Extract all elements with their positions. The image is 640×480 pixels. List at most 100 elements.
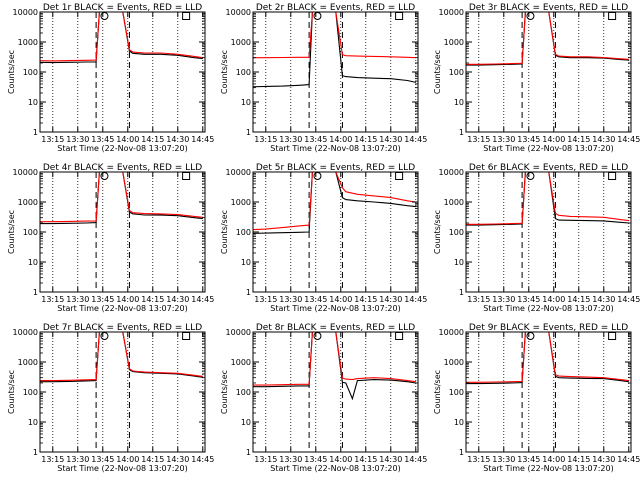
y-tick-label: 10000 (226, 168, 251, 177)
x-tick-label: 14:15 (354, 135, 377, 144)
x-tick-label: 14:15 (141, 455, 164, 464)
x-tick-label: 14:15 (141, 295, 164, 304)
y-tick-label: 1 (246, 288, 251, 297)
square-marker (608, 332, 617, 340)
x-tick-label: 14:15 (141, 135, 164, 144)
y-axis-label: Counts/sec (433, 210, 442, 254)
y-tick-label: 1 (459, 448, 464, 457)
y-tick-label: 10 (454, 98, 464, 107)
series-group (40, 172, 203, 225)
y-tick-label: 1000 (231, 198, 251, 207)
circle-marker (313, 12, 322, 20)
circle-marker (313, 332, 322, 340)
x-tick-label: 14:30 (592, 135, 615, 144)
panel-title: Det 5r BLACK = Events, RED = LLD (256, 163, 415, 173)
x-tick-label: 14:30 (379, 455, 402, 464)
x-tick-label: 14:30 (592, 295, 615, 304)
events-series-line (253, 172, 416, 234)
panel-title: Det 6r BLACK = Events, RED = LLD (469, 163, 628, 173)
panel-title: Det 8r BLACK = Events, RED = LLD (256, 323, 415, 333)
lld-series-line (40, 332, 203, 382)
x-tick-label: 14:00 (116, 455, 139, 464)
x-tick-label: 13:45 (304, 455, 327, 464)
x-tick-label: 13:15 (254, 455, 277, 464)
events-series-line (466, 332, 629, 385)
x-axis-label: Start Time (22-Nov-08 13:07:20) (57, 144, 187, 153)
y-tick-label: 100 (23, 388, 38, 397)
x-tick-label: 13:45 (517, 295, 540, 304)
y-tick-label: 10000 (439, 328, 464, 337)
panel-title: Det 3r BLACK = Events, RED = LLD (469, 3, 628, 13)
x-tick-label: 13:15 (41, 135, 64, 144)
events-series-line (40, 172, 203, 225)
panel-title: Det 7r BLACK = Events, RED = LLD (43, 323, 202, 333)
x-tick-label: 14:15 (567, 295, 590, 304)
circle-marker (526, 12, 535, 20)
y-tick-label: 1000 (444, 358, 464, 367)
x-tick-label: 14:30 (166, 295, 189, 304)
series-group (466, 332, 629, 385)
circle-marker (100, 172, 109, 180)
x-tick-label: 13:45 (91, 295, 114, 304)
x-tick-label: 13:30 (279, 455, 302, 464)
panel-det-4: Det 4r BLACK = Events, RED = LLD 1 10 100 10… (7, 163, 214, 313)
y-tick-label: 100 (236, 228, 251, 237)
y-tick-label: 1000 (444, 38, 464, 47)
x-axis-label: Start Time (22-Nov-08 13:07:20) (483, 464, 613, 473)
y-tick-label: 10 (241, 418, 251, 427)
x-tick-label: 13:15 (41, 455, 64, 464)
y-tick-label: 10 (28, 98, 38, 107)
plot-frame (465, 331, 632, 453)
x-tick-label: 14:15 (567, 135, 590, 144)
panel-det-2: Det 2r BLACK = Events, RED = LLD 1 10 100 10… (220, 3, 427, 153)
panel-title: Det 1r BLACK = Events, RED = LLD (43, 3, 202, 13)
x-tick-label: 13:45 (517, 455, 540, 464)
x-tick-label: 13:30 (66, 135, 89, 144)
panel-det-1: Det 1r BLACK = Events, RED = LLD 1 10 100 10… (7, 3, 214, 153)
x-tick-label: 14:00 (542, 455, 565, 464)
x-tick-label: 14:00 (116, 295, 139, 304)
x-tick-label: 13:30 (492, 295, 515, 304)
x-tick-label: 14:45 (617, 295, 640, 304)
y-tick-label: 10000 (439, 8, 464, 17)
x-tick-label: 14:00 (116, 135, 139, 144)
y-tick-label: 1000 (231, 38, 251, 47)
plot-frame (39, 171, 206, 293)
x-tick-label: 13:30 (492, 135, 515, 144)
x-tick-label: 13:30 (279, 135, 302, 144)
y-tick-label: 1000 (18, 358, 38, 367)
events-series-line (253, 12, 416, 88)
y-tick-label: 1 (33, 128, 38, 137)
plot-frame (252, 171, 419, 293)
square-marker (608, 172, 617, 180)
y-tick-label: 10 (454, 258, 464, 267)
plot-frame (465, 171, 632, 293)
x-tick-label: 13:15 (41, 295, 64, 304)
events-series-line (253, 332, 416, 401)
square-marker (182, 12, 191, 20)
x-tick-label: 14:45 (404, 135, 427, 144)
x-tick-label: 14:00 (329, 135, 352, 144)
y-tick-label: 10 (454, 418, 464, 427)
x-tick-label: 14:15 (354, 295, 377, 304)
y-tick-label: 100 (23, 68, 38, 77)
y-axis-label: Counts/sec (7, 370, 16, 414)
x-axis-label: Start Time (22-Nov-08 13:07:20) (57, 304, 187, 313)
y-tick-label: 100 (449, 228, 464, 237)
x-tick-label: 14:45 (191, 295, 214, 304)
x-tick-label: 13:30 (279, 295, 302, 304)
lld-series-line (253, 172, 416, 231)
y-tick-label: 1 (459, 128, 464, 137)
plot-frame (39, 11, 206, 133)
x-tick-label: 13:30 (66, 455, 89, 464)
y-tick-label: 10 (28, 258, 38, 267)
x-tick-label: 14:30 (379, 295, 402, 304)
y-tick-label: 100 (236, 68, 251, 77)
panel-title: Det 9r BLACK = Events, RED = LLD (469, 323, 628, 333)
plot-frame (252, 331, 419, 453)
x-tick-label: 14:45 (191, 455, 214, 464)
lld-series-line (40, 172, 203, 223)
lld-series-line (466, 332, 629, 383)
x-tick-label: 14:15 (354, 455, 377, 464)
